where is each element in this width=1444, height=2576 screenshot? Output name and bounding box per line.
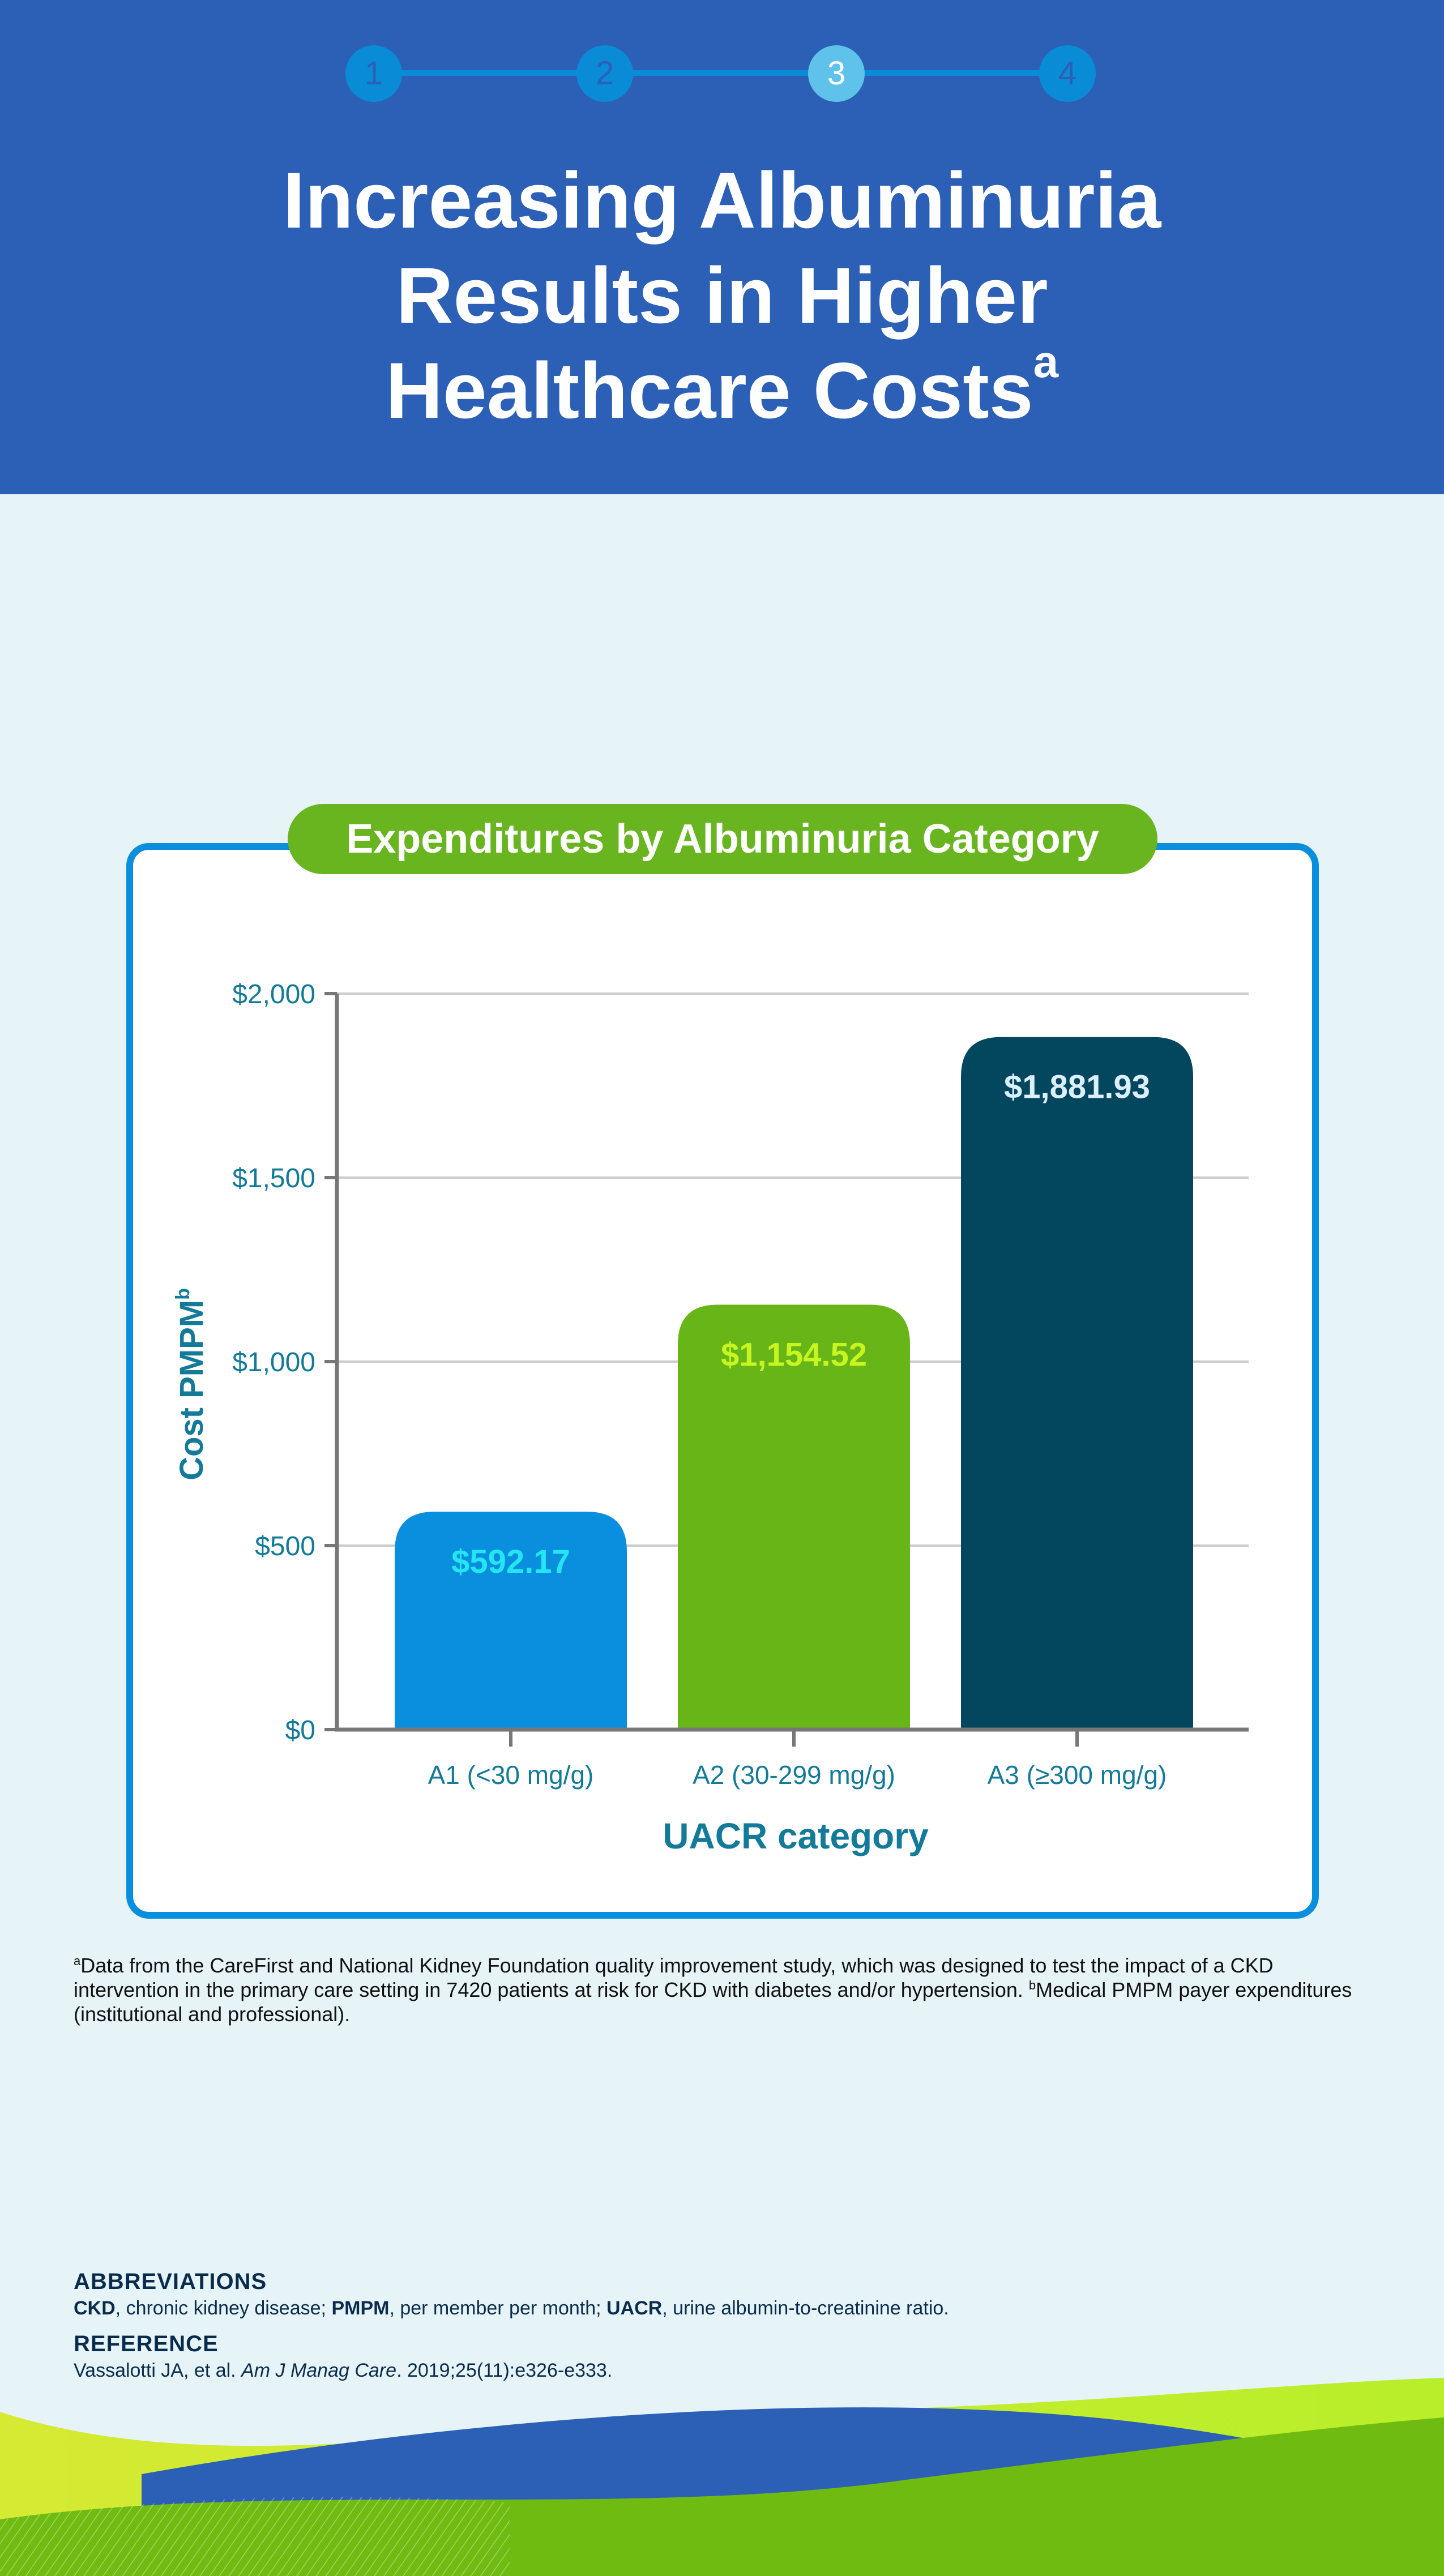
footnote-a-mark: a <box>74 1953 81 1968</box>
y-tick-label: $0 <box>285 1715 315 1745</box>
abbr-term-uacr: UACR <box>606 2297 663 2319</box>
abbr-term-pmpm: PMPM <box>331 2297 390 2319</box>
bars <box>395 1037 1193 1730</box>
y-tick-label: $1,000 <box>232 1347 315 1377</box>
bar-value-label: $592.17 <box>451 1543 570 1580</box>
axes <box>324 992 1249 1747</box>
abbreviations-heading: ABBREVIATIONS <box>74 2269 267 2294</box>
abbr-def-pmpm: , per member per month; <box>389 2297 607 2319</box>
tick-labels: $0 $500 $1,000 $1,500 $2,000 A1 (<30 mg/g) A2 … <box>232 979 1167 1790</box>
y-tick-label: $500 <box>255 1531 315 1561</box>
abbreviations-list: CKD, chronic kidney disease; PMPM, per m… <box>74 2297 949 2320</box>
header-banner: 1 2 3 4 Increasing Albuminuria Results i… <box>0 0 1444 494</box>
y-tick-label: $1,500 <box>232 1163 315 1193</box>
step-1-indicator[interactable]: 1 <box>345 45 402 102</box>
page-title: Increasing Albuminuria Results in Higher… <box>99 153 1345 438</box>
abbr-term-ckd: CKD <box>74 2297 116 2319</box>
reference-heading: REFERENCE <box>74 2331 219 2356</box>
value-labels: $592.17 $1,154.52 $1,881.93 <box>451 1069 1150 1580</box>
decorative-waves <box>0 2378 1444 2576</box>
title-line-2: Results in Higher <box>396 251 1048 340</box>
y-axis-title: Cost PMPMb <box>172 1288 210 1480</box>
y-axis-title-footnote-mark: b <box>172 1288 194 1300</box>
reference-details: . 2019;25(11):e326-e333. <box>396 2360 613 2381</box>
bar <box>961 1037 1193 1730</box>
footnote-b-mark: b <box>1028 1978 1036 1992</box>
bar-value-label: $1,881.93 <box>1004 1069 1150 1106</box>
x-tick-label: A3 (≥300 mg/g) <box>988 1760 1167 1790</box>
title-line-1: Increasing Albuminuria <box>283 156 1161 245</box>
wave-hatch <box>0 2497 510 2576</box>
abbr-def-uacr: , urine albumin-to-creatinine ratio. <box>662 2297 949 2319</box>
footnote-a-text: Data from the CareFirst and National Kid… <box>74 1954 1274 2001</box>
step-3-indicator[interactable]: 3 <box>808 45 865 102</box>
y-axis-title-text: Cost PMPM <box>173 1300 210 1480</box>
step-4-indicator[interactable]: 4 <box>1039 45 1096 102</box>
reference-citation: Vassalotti JA, et al. Am J Manag Care. 2… <box>74 2360 612 2382</box>
progress-stepper: 1 2 3 4 <box>0 0 1444 147</box>
x-tick-label: A1 (<30 mg/g) <box>428 1760 594 1790</box>
abbr-def-ckd: , chronic kidney disease; <box>115 2297 332 2319</box>
x-tick-label: A2 (30-299 mg/g) <box>693 1760 895 1790</box>
reference-journal: Am J Manag Care <box>241 2360 397 2381</box>
bar <box>678 1304 910 1730</box>
title-line-3: Healthcare Costs <box>385 346 1033 435</box>
reference-authors: Vassalotti JA, et al. <box>74 2360 242 2381</box>
footnote: aData from the CareFirst and National Ki… <box>74 1953 1376 2026</box>
footnote-b-text: Medical PMPM payer expenditures (institu… <box>74 1978 1352 2026</box>
bar <box>395 1512 627 1730</box>
title-footnote-mark: a <box>1033 336 1059 387</box>
step-2-indicator[interactable]: 2 <box>576 45 633 102</box>
bar-value-label: $1,154.52 <box>721 1337 867 1373</box>
x-axis-title: UACR category <box>663 1816 929 1856</box>
chart-title: Expenditures by Albuminuria Category <box>288 804 1157 874</box>
stepper-connector <box>374 70 1067 76</box>
y-tick-label: $2,000 <box>232 979 315 1009</box>
